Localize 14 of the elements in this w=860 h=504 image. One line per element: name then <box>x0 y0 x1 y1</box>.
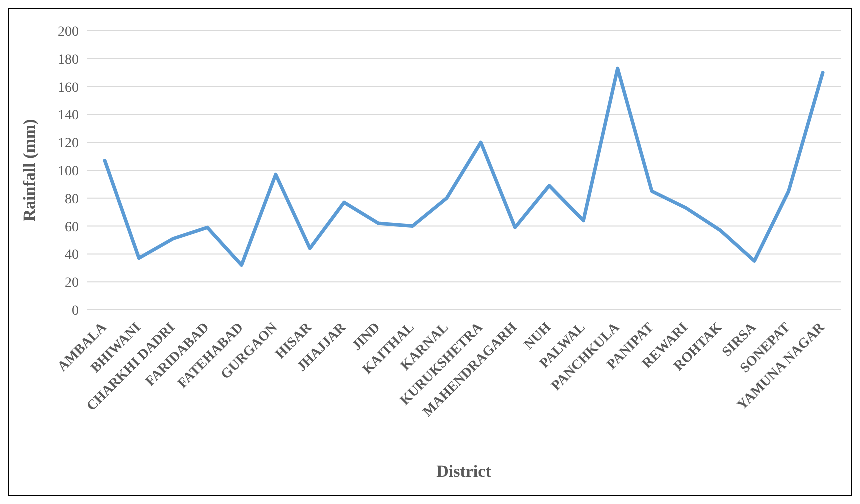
line-series <box>103 66 825 268</box>
y-tick-label: 60 <box>65 220 79 236</box>
y-tick-label: 0 <box>72 304 79 319</box>
y-tick-label: 120 <box>58 136 79 152</box>
x-axis-title: District <box>436 462 492 481</box>
y-tick-label: 100 <box>58 164 79 180</box>
y-tick-label: 20 <box>65 276 79 292</box>
y-tick-label: 40 <box>65 248 79 264</box>
y-tick-label: 140 <box>58 108 79 124</box>
y-tick-label: 180 <box>58 52 79 68</box>
y-tick-label: 80 <box>65 192 79 208</box>
y-tick-label: 160 <box>58 80 79 96</box>
y-tick-label: 200 <box>58 24 79 40</box>
y-axis-title: Rainfall (mm) <box>20 119 40 222</box>
